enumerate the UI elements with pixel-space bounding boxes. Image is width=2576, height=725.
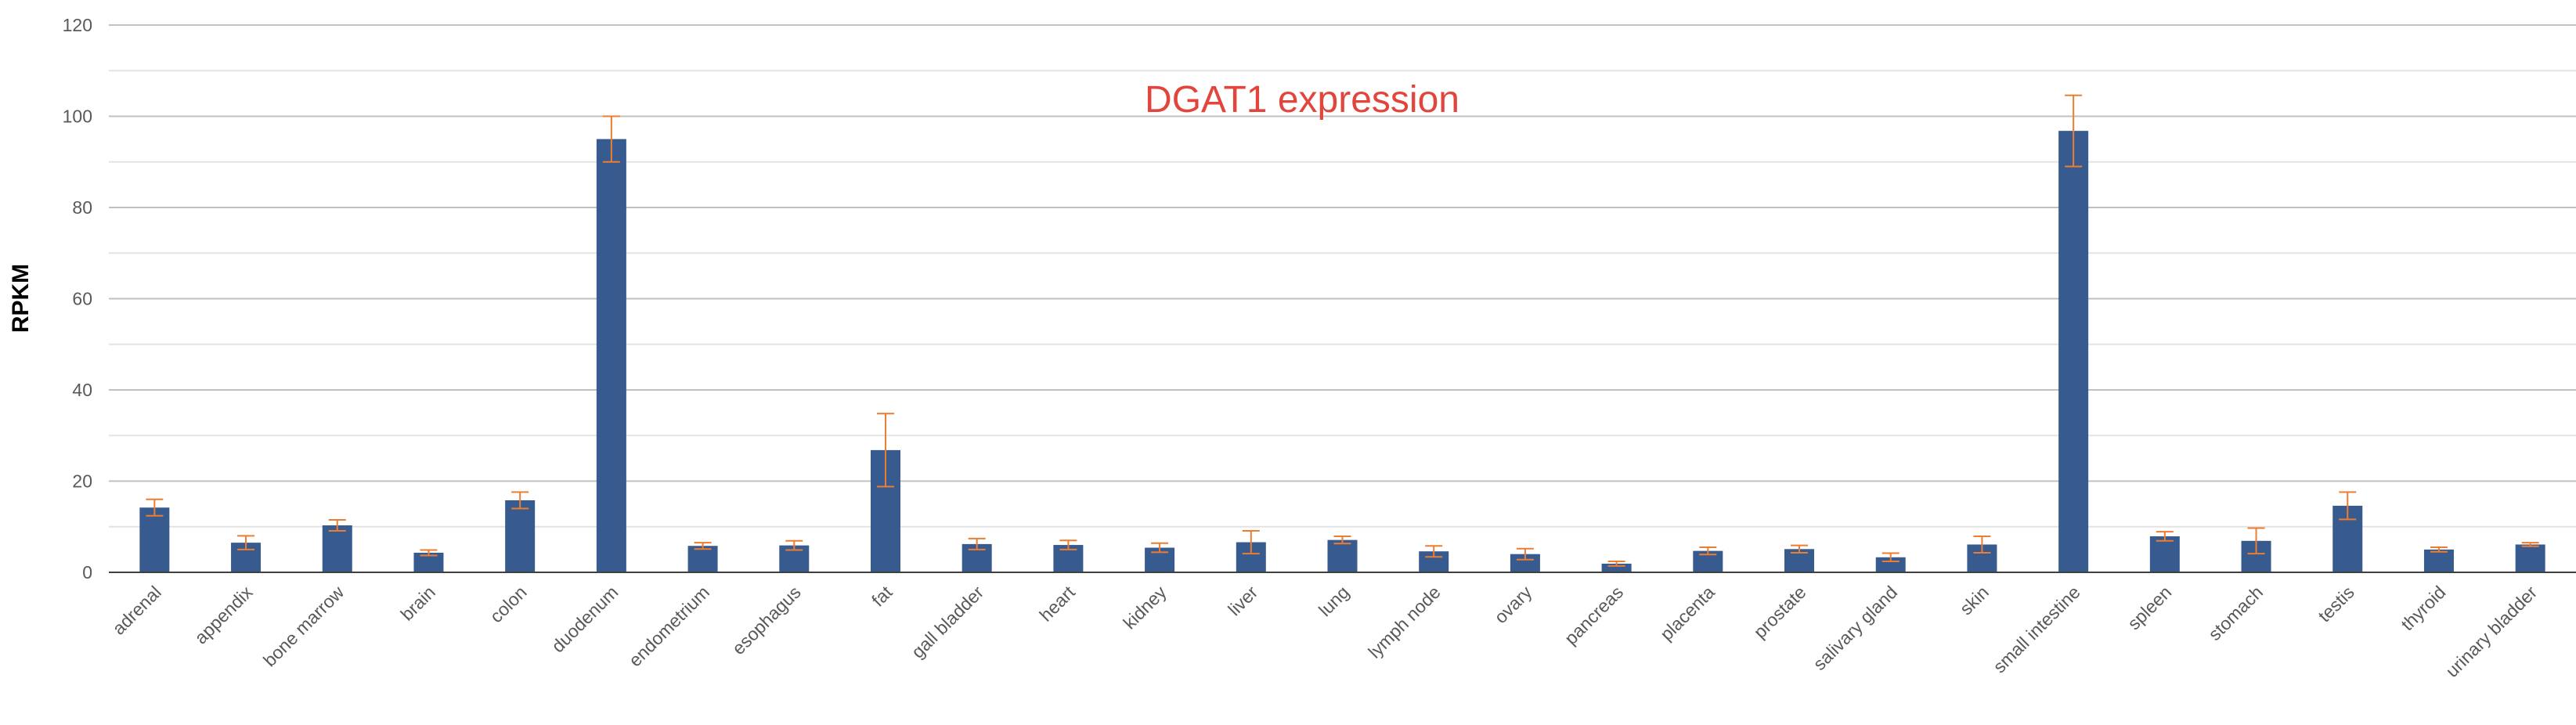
x-tick-label: pancreas [1560, 582, 1627, 648]
x-tick-label: endometrium [625, 582, 713, 670]
chart-title: DGAT1 expression [1145, 79, 1459, 121]
y-tick-label: 80 [72, 197, 92, 218]
x-tick-label: adrenal [108, 582, 165, 639]
y-tick-label: 20 [72, 471, 92, 492]
x-tick-label: fat [868, 582, 897, 611]
bar-adrenal [139, 507, 170, 572]
x-tick-label: stomach [2204, 582, 2267, 644]
x-tick-label: spleen [2123, 582, 2175, 633]
x-tick-label: placenta [1656, 582, 1719, 644]
bar-ovary [1510, 554, 1540, 572]
x-tick-label: bone marrow [259, 582, 348, 671]
x-tick-label: brain [396, 582, 439, 625]
y-tick-label: 120 [63, 15, 92, 35]
x-tick-label: liver [1224, 582, 1261, 619]
x-tick-label: kidney [1119, 582, 1171, 633]
bars [139, 131, 2545, 572]
x-tick-label: testis [2314, 582, 2358, 626]
y-tick-label: 0 [82, 562, 92, 583]
bar-urinary-bladder [2515, 544, 2545, 572]
x-tick-label: gall bladder [907, 582, 988, 662]
bar-spleen [2149, 536, 2180, 572]
bar-pancreas [1601, 563, 1632, 572]
x-tick-label: lymph node [1364, 582, 1444, 662]
y-axis-label: RPKM [8, 264, 34, 333]
x-tick-label: skin [1956, 582, 1993, 619]
bar-bone-marrow [322, 525, 352, 572]
bar-endometrium [687, 546, 718, 572]
x-tick-label: appendix [190, 582, 257, 648]
x-tick-label: colon [485, 582, 530, 626]
x-tick-label: duodenum [547, 582, 622, 656]
x-tick-label: lung [1315, 582, 1353, 620]
x-tick-label: heart [1035, 582, 1079, 626]
x-tick-label: urinary bladder [2441, 582, 2541, 681]
x-tick-label: salivary gland [1809, 582, 1901, 674]
y-tick-label: 40 [72, 380, 92, 400]
x-tick-label: small intestine [1989, 582, 2084, 676]
bar-duodenum [596, 139, 626, 572]
y-tick-label: 100 [63, 106, 92, 127]
bar-lung [1327, 539, 1358, 572]
y-axis-ticks: 0 20 40 60 80 100 120 [63, 15, 92, 583]
x-axis-category-labels: adrenal appendix bone marrow brain colon duod… [108, 582, 2541, 681]
error-bars [146, 94, 2539, 567]
x-tick-label: prostate [1749, 582, 1809, 642]
x-tick-label: ovary [1490, 582, 1536, 628]
bar-thyroid [2423, 549, 2454, 572]
bar-colon [505, 500, 536, 572]
x-tick-label: esophagus [728, 582, 805, 658]
bar-small-intestine [2058, 131, 2089, 572]
x-tick-label: thyroid [2397, 582, 2449, 634]
grid-lines [109, 24, 2576, 528]
y-tick-label: 60 [72, 289, 92, 309]
